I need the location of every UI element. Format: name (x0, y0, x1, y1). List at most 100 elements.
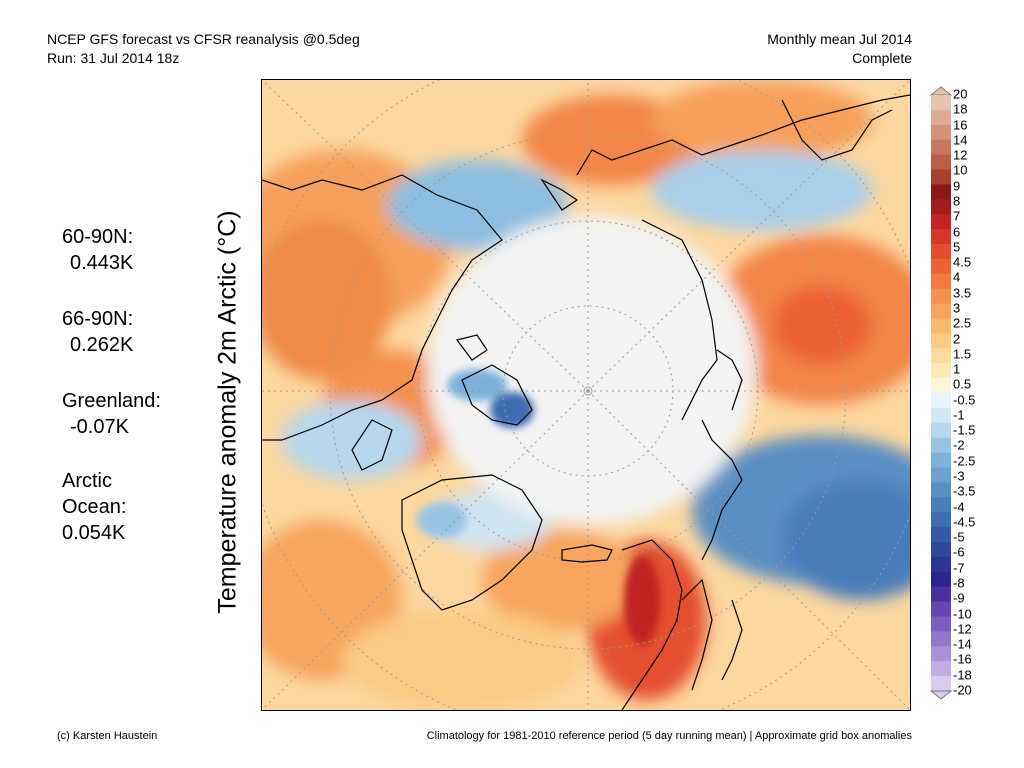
map-canvas (262, 80, 910, 710)
colorbar-swatches (929, 86, 953, 700)
run-info: Run: 31 Jul 2014 18z (47, 50, 180, 66)
model-title: NCEP GFS forecast vs CFSR reanalysis @0.… (47, 31, 360, 47)
stat-label: Arctic (62, 470, 112, 492)
stat-label: Ocean: (62, 496, 127, 518)
colorbar-swatch (931, 95, 951, 111)
colorbar-tick-label: -14 (953, 636, 972, 652)
colorbar-tick-label: 1 (953, 361, 961, 377)
colorbar-tick-label: -12 (953, 621, 972, 637)
colorbar-tick-label: -9 (953, 590, 965, 606)
stat-label: 66-90N: (62, 308, 134, 330)
colorbar-swatch (931, 497, 951, 513)
copyright: (c) Karsten Haustein (57, 730, 158, 742)
colorbar-tick-label: -1.5 (953, 422, 976, 438)
colorbar-tick-label: 2 (953, 331, 961, 346)
colorbar-tick-label: -10 (953, 606, 972, 622)
colorbar-tick-label: -3.5 (953, 483, 976, 499)
stat-value: 0.262K (70, 334, 134, 356)
coastlines (262, 94, 910, 710)
colorbar-swatch (931, 601, 951, 617)
colorbar-tick-label: 9 (953, 178, 961, 194)
colorbar-tick-label: 2.5 (953, 315, 972, 331)
stat-value: -0.07K (70, 416, 129, 438)
colorbar-tick-label: -4.5 (953, 514, 976, 530)
colorbar-swatch (931, 512, 951, 528)
colorbar-tick-label: -7 (953, 560, 965, 576)
colorbar-tick-label: 7 (953, 208, 961, 224)
colorbar-swatch (931, 676, 951, 692)
chart-header-right: Monthly mean Jul 2014 Complete (767, 30, 912, 68)
colorbar-tick-label: -2.5 (953, 453, 976, 469)
colorbar-tick-label: -1 (953, 407, 965, 423)
colorbar-tick-label: -4 (953, 499, 965, 515)
colorbar-tick-label: 18 (953, 101, 968, 117)
colorbar-tick-label: 3.5 (953, 285, 972, 301)
status-text: Complete (852, 50, 912, 66)
colorbar-swatch (931, 169, 951, 185)
colorbar-swatch (931, 363, 951, 379)
colorbar-swatch (931, 244, 951, 260)
colorbar-swatch (931, 288, 951, 305)
colorbar-swatch (931, 154, 951, 170)
colorbar-swatch (931, 482, 951, 498)
stat-value: 0.054K (62, 522, 126, 544)
colorbar-tick-label: 5 (953, 239, 961, 255)
colorbar-bottom-arrow (929, 690, 953, 700)
colorbar-tick-label: 20 (953, 86, 968, 102)
colorbar-top-arrow (929, 86, 953, 96)
colorbar-tick-label: 0.5 (953, 376, 972, 392)
anomaly-map (261, 79, 911, 711)
colorbar-tick-label: -16 (953, 651, 972, 667)
stat-60-90n: 60-90N: 0.443K (62, 224, 133, 276)
colorbar-swatch (931, 348, 951, 364)
colorbar-tick-label: 8 (953, 193, 961, 209)
stat-label: Greenland: (62, 390, 161, 412)
colorbar-swatch (931, 556, 951, 573)
stat-greenland: Greenland: -0.07K (62, 388, 161, 440)
colorbar-tick-label: -2 (953, 437, 965, 453)
colorbar-swatch (931, 199, 951, 215)
colorbar-swatch (931, 571, 951, 588)
colorbar-tick-label: 4.5 (953, 254, 972, 270)
colorbar-swatch (931, 109, 951, 126)
colorbar-tick-label: 4 (953, 269, 961, 285)
colorbar-swatch (931, 437, 951, 454)
stat-label: 60-90N: (62, 226, 134, 248)
colorbar-swatch (931, 616, 951, 632)
colorbar-swatch (931, 452, 951, 468)
colorbar-swatch (931, 214, 951, 230)
climatology-note: Climatology for 1981-2010 reference peri… (426, 730, 912, 742)
colorbar-swatch (931, 273, 951, 290)
colorbar-tick-label: -0.5 (953, 392, 976, 408)
colorbar-swatch (931, 393, 951, 409)
colorbar-swatch (931, 586, 951, 603)
colorbar-swatch (931, 661, 951, 677)
chart-header-left: NCEP GFS forecast vs CFSR reanalysis @0.… (47, 30, 360, 68)
stat-arctic-ocean: Arctic Ocean: 0.054K (62, 468, 126, 546)
colorbar-swatch (931, 542, 951, 558)
graticule (262, 80, 910, 710)
colorbar-swatch (931, 318, 951, 334)
colorbar-swatch (931, 139, 951, 156)
colorbar-tick-label: 3 (953, 300, 961, 316)
colorbar-tick-label: -5 (953, 529, 965, 545)
anomaly-detail (417, 369, 660, 645)
colorbar-swatch (931, 646, 951, 662)
colorbar-tick-label: -8 (953, 575, 965, 591)
colorbar-swatch (931, 303, 951, 319)
colorbar-labels: 20 18 16 14 12 10 9 8 7 6 5 4.5 4 3.5 3 2.5 2 1.5 1 0.5 -0.5… (953, 88, 993, 697)
colorbar-swatch (931, 527, 951, 543)
colorbar-tick-label: 6 (953, 224, 961, 240)
colorbar-tick-label: 1.5 (953, 346, 972, 362)
colorbar-swatch (931, 378, 951, 394)
stat-value: 0.443K (70, 252, 134, 274)
colorbar-tick-label: 16 (953, 117, 968, 133)
colorbar (929, 86, 953, 700)
colorbar-tick-label: 12 (953, 147, 968, 163)
colorbar-tick-label: 10 (953, 162, 968, 178)
colorbar-swatch (931, 229, 951, 245)
colorbar-swatch (931, 333, 951, 349)
colorbar-swatch (931, 467, 951, 483)
colorbar-swatch (931, 631, 951, 647)
y-axis-label: Temperature anomaly 2m Arctic (°C) (213, 210, 242, 614)
